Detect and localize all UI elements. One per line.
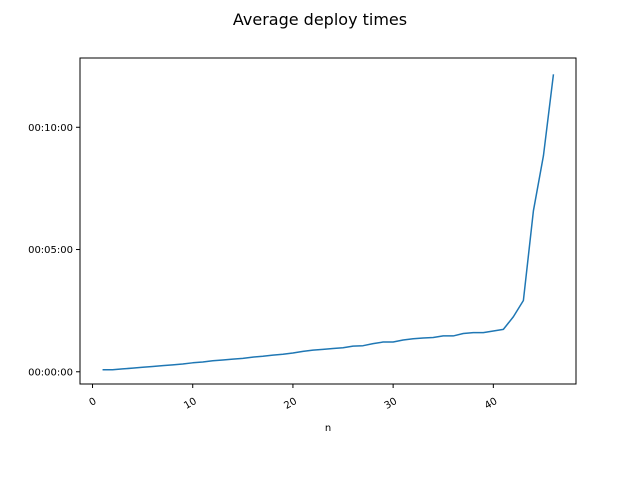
y-axis: 00:00:00 00:05:00 00:10:00 bbox=[28, 123, 80, 378]
chart-title: Average deploy times bbox=[233, 10, 407, 29]
series-line-0 bbox=[102, 74, 555, 371]
y-tick-label: 00:10:00 bbox=[28, 123, 73, 134]
x-axis: 0 10 20 30 40 bbox=[88, 384, 500, 412]
x-tick-label: 20 bbox=[282, 396, 299, 412]
plot-area bbox=[79, 57, 577, 385]
x-axis-label: n bbox=[325, 423, 331, 434]
series-layer bbox=[102, 74, 555, 371]
y-tick-label: 00:00:00 bbox=[28, 367, 73, 378]
x-tick-label: 40 bbox=[483, 396, 500, 412]
y-tick-label: 00:05:00 bbox=[28, 245, 73, 256]
x-tick-label: 30 bbox=[383, 396, 400, 412]
x-tick-label: 0 bbox=[88, 396, 99, 409]
x-tick-label: 10 bbox=[182, 396, 199, 412]
